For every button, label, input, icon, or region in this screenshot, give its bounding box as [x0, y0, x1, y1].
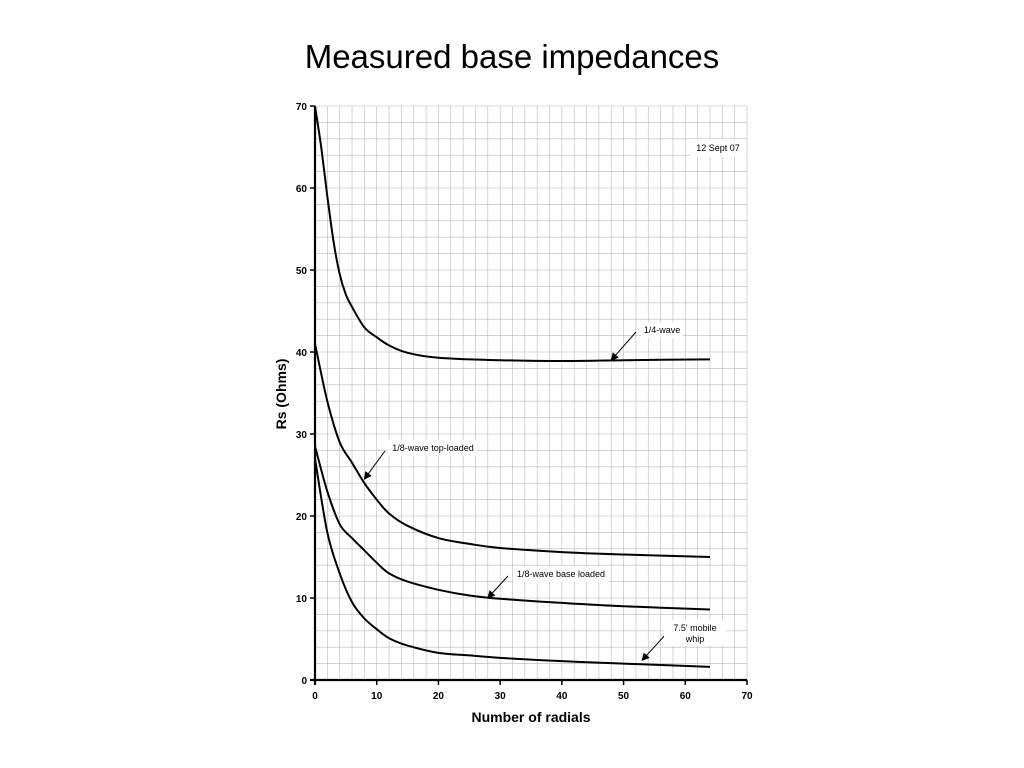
series-line-1 [314, 343, 711, 558]
x-axis-label: Number of radials [471, 709, 590, 725]
annotation-box [513, 566, 609, 582]
annotation-arrow [610, 331, 637, 361]
y-axis-label: Rs (Ohms) [273, 359, 289, 430]
grid [315, 105, 748, 680]
x-tick-label: 50 [618, 691, 630, 702]
y-tick-label: 30 [296, 430, 308, 441]
y-tick-label: 50 [296, 266, 308, 277]
y-tick-label: 60 [296, 184, 308, 195]
y-tick-label: 70 [296, 102, 308, 113]
annotation-box [641, 322, 683, 338]
annotation-arrow [363, 450, 386, 480]
annotation-label: 1/4-wave [644, 325, 681, 335]
series-line-3 [314, 458, 711, 668]
annotation-label: 1/8-wave top-loaded [392, 443, 474, 453]
series-line-0 [314, 105, 711, 363]
x-tick-label: 30 [495, 691, 507, 702]
date-note: 12 Sept 07 [696, 143, 740, 153]
y-tick-label: 10 [296, 594, 308, 605]
x-tick-label: 40 [556, 691, 568, 702]
y-tick-label: 0 [301, 676, 307, 687]
annotation-label: 7.5' mobile whip [673, 623, 716, 644]
y-tick-label: 20 [296, 512, 308, 523]
annotations: 1/4-wave 1/8-wave top-loaded 1/8-wave base… [363, 322, 726, 662]
tick-labels: 0 10 20 30 40 50 60 70 0 10 20 30 40 50 60 70 [296, 102, 753, 702]
annotation-arrow [641, 632, 668, 662]
y-tick-label: 40 [296, 348, 308, 359]
series-lines [314, 105, 711, 668]
annotation-label: 1/8-wave base loaded [517, 569, 605, 579]
series-line-2 [314, 446, 711, 611]
x-tick-label: 10 [371, 691, 383, 702]
x-tick-label: 20 [433, 691, 445, 702]
annotation-box [388, 440, 478, 456]
chart-title: Measured base impedances [304, 38, 720, 75]
annotation-box [664, 620, 726, 646]
axes [310, 105, 748, 685]
x-tick-label: 70 [741, 691, 753, 702]
annotation-arrow [487, 575, 509, 599]
date-note-box [690, 139, 746, 157]
x-tick-label: 0 [312, 691, 318, 702]
x-tick-label: 60 [680, 691, 692, 702]
